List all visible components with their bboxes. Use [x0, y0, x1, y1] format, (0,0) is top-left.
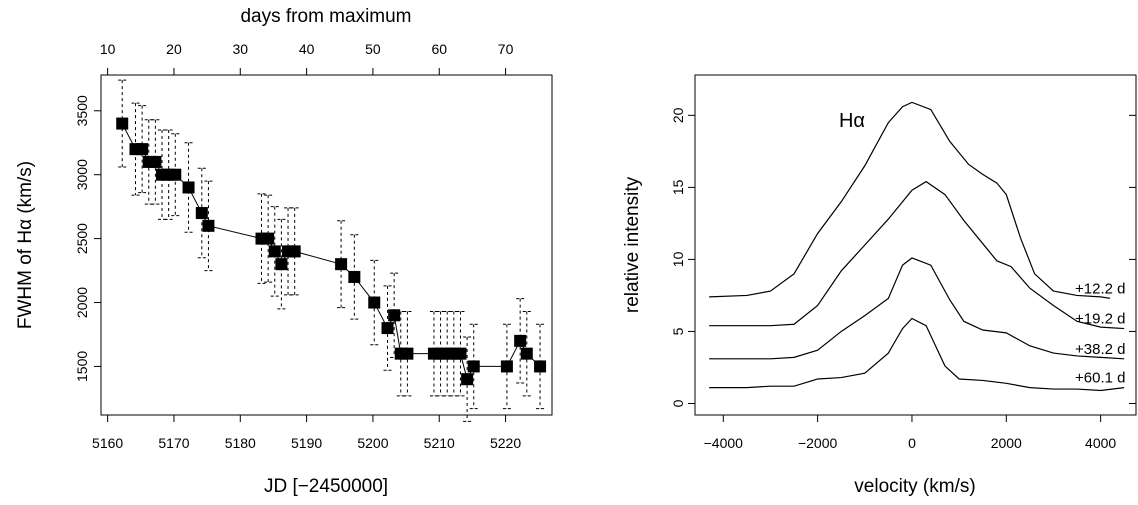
right-x-tick-label: 4000: [1085, 435, 1116, 451]
data-point: [500, 360, 513, 373]
fwhm-connecting-line: [121, 123, 541, 381]
right-x-axis: −4000 −2000 0 2000 4000: [704, 415, 1116, 451]
data-point: [348, 270, 361, 283]
right-y-tick-label: 15: [670, 179, 686, 195]
top-tick-label: 70: [498, 41, 514, 57]
data-point: [149, 155, 162, 168]
left-x-tick-label: 5160: [92, 435, 123, 451]
data-point: [520, 347, 533, 360]
data-point: [461, 373, 474, 386]
fwhm-points: [116, 117, 547, 386]
right-y-tick-label: 20: [670, 107, 686, 123]
left-x-axis: 5160 5170 5180 5190 5200 5210 5220: [92, 415, 521, 451]
data-point: [388, 309, 401, 322]
left-x-tick-label: 5210: [424, 435, 455, 451]
left-y-tick-label: 1500: [74, 351, 90, 382]
left-x-tick-label: 5180: [225, 435, 256, 451]
left-y-tick-label: 3000: [74, 159, 90, 190]
data-point: [534, 360, 547, 373]
profile-label: +60.1 d: [1075, 370, 1125, 387]
profile-line: [709, 317, 1125, 392]
left-x-tick-label: 5220: [490, 435, 521, 451]
data-point: [268, 245, 281, 258]
data-point: [275, 258, 288, 271]
data-point: [401, 347, 414, 360]
left-plot-frame: [100, 74, 553, 416]
halpha-annotation: Hα: [839, 110, 865, 132]
right-x-axis-title: velocity (km/s): [854, 476, 975, 497]
data-point: [514, 334, 527, 347]
data-point: [202, 219, 215, 232]
profile-label: +19.2 d: [1075, 311, 1125, 328]
profile-line: [709, 180, 1125, 330]
data-point: [335, 258, 348, 271]
right-y-tick-label: 10: [670, 251, 686, 267]
right-x-tick-label: 2000: [991, 435, 1022, 451]
left-chart: 5160 5170 5180 5190 5200 5210 5220 1500 2000 250…: [15, 6, 553, 497]
data-point: [116, 117, 129, 130]
right-plot-frame: [694, 74, 1137, 416]
profile-lines: [709, 101, 1125, 392]
profile-label: +12.2 d: [1075, 280, 1125, 297]
data-point: [288, 245, 301, 258]
data-point: [255, 232, 268, 245]
top-tick-label: 50: [365, 41, 381, 57]
right-chart: −4000 −2000 0 2000 4000 0 5 10 15 20 +12.2 d +19.…: [622, 74, 1137, 497]
top-tick-label: 40: [299, 41, 315, 57]
right-right-ticks: [1129, 114, 1136, 404]
left-y-axis-title: FWHM of Hα (km/s): [15, 161, 36, 329]
top-axis-title: days from maximum: [240, 6, 411, 27]
data-point: [381, 322, 394, 335]
data-point: [262, 232, 275, 245]
top-tick-label: 60: [431, 41, 447, 57]
profile-label: +38.2 d: [1075, 341, 1125, 358]
data-point: [182, 181, 195, 194]
data-point: [136, 143, 149, 156]
top-tick-label: 20: [166, 41, 182, 57]
right-y-axis: 0 5 10 15 20: [670, 107, 695, 407]
left-x-tick-label: 5190: [291, 435, 322, 451]
top-tick-label: 30: [232, 41, 248, 57]
data-point: [368, 296, 381, 309]
left-x-axis-title: JD [−2450000]: [264, 476, 388, 497]
left-y-tick-label: 2500: [74, 223, 90, 254]
left-x-tick-label: 5170: [158, 435, 189, 451]
error-bars: [118, 79, 545, 422]
left-top-axis: 10 20 30 40 50 60 70: [100, 41, 514, 75]
right-y-tick-label: 5: [670, 327, 686, 335]
right-y-axis-title: relative intensity: [622, 176, 643, 313]
right-x-tick-label: −4000: [704, 435, 744, 451]
right-x-tick-label: −2000: [798, 435, 838, 451]
data-point: [169, 168, 182, 181]
profile-line: [709, 101, 1111, 299]
profile-line: [709, 257, 1125, 360]
data-point: [454, 347, 467, 360]
data-point: [467, 360, 480, 373]
right-x-tick-label: 0: [908, 435, 916, 451]
left-y-tick-label: 2000: [74, 287, 90, 318]
profile-labels: +12.2 d +19.2 d +38.2 d +60.1 d: [1075, 280, 1125, 386]
left-y-axis: 1500 2000 2500 3000 3500: [74, 95, 101, 382]
top-tick-label: 10: [100, 41, 116, 57]
left-y-tick-label: 3500: [74, 95, 90, 126]
left-x-tick-label: 5200: [357, 435, 388, 451]
right-y-tick-label: 0: [670, 399, 686, 407]
data-point: [195, 207, 208, 220]
